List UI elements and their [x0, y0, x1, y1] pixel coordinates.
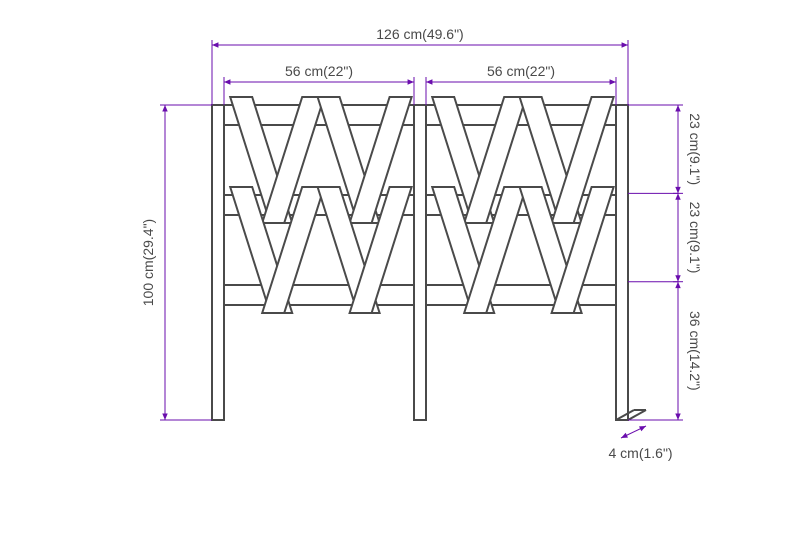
dim-height-total: 100 cm(29.4"): [140, 219, 156, 306]
dim-right-2: 23 cm(9.1"): [687, 202, 703, 274]
dim-top-total: 126 cm(49.6"): [376, 26, 463, 42]
dim-panel-left: 56 cm(22"): [285, 63, 353, 79]
dim-right-3: 36 cm(14.2"): [687, 311, 703, 391]
dim-panel-right: 56 cm(22"): [487, 63, 555, 79]
dim-right-1: 23 cm(9.1"): [687, 113, 703, 185]
dim-depth: 4 cm(1.6"): [609, 445, 673, 461]
technical-drawing: 126 cm(49.6") 56 cm(22") 56 cm(22") 100 cm(…: [0, 0, 800, 533]
